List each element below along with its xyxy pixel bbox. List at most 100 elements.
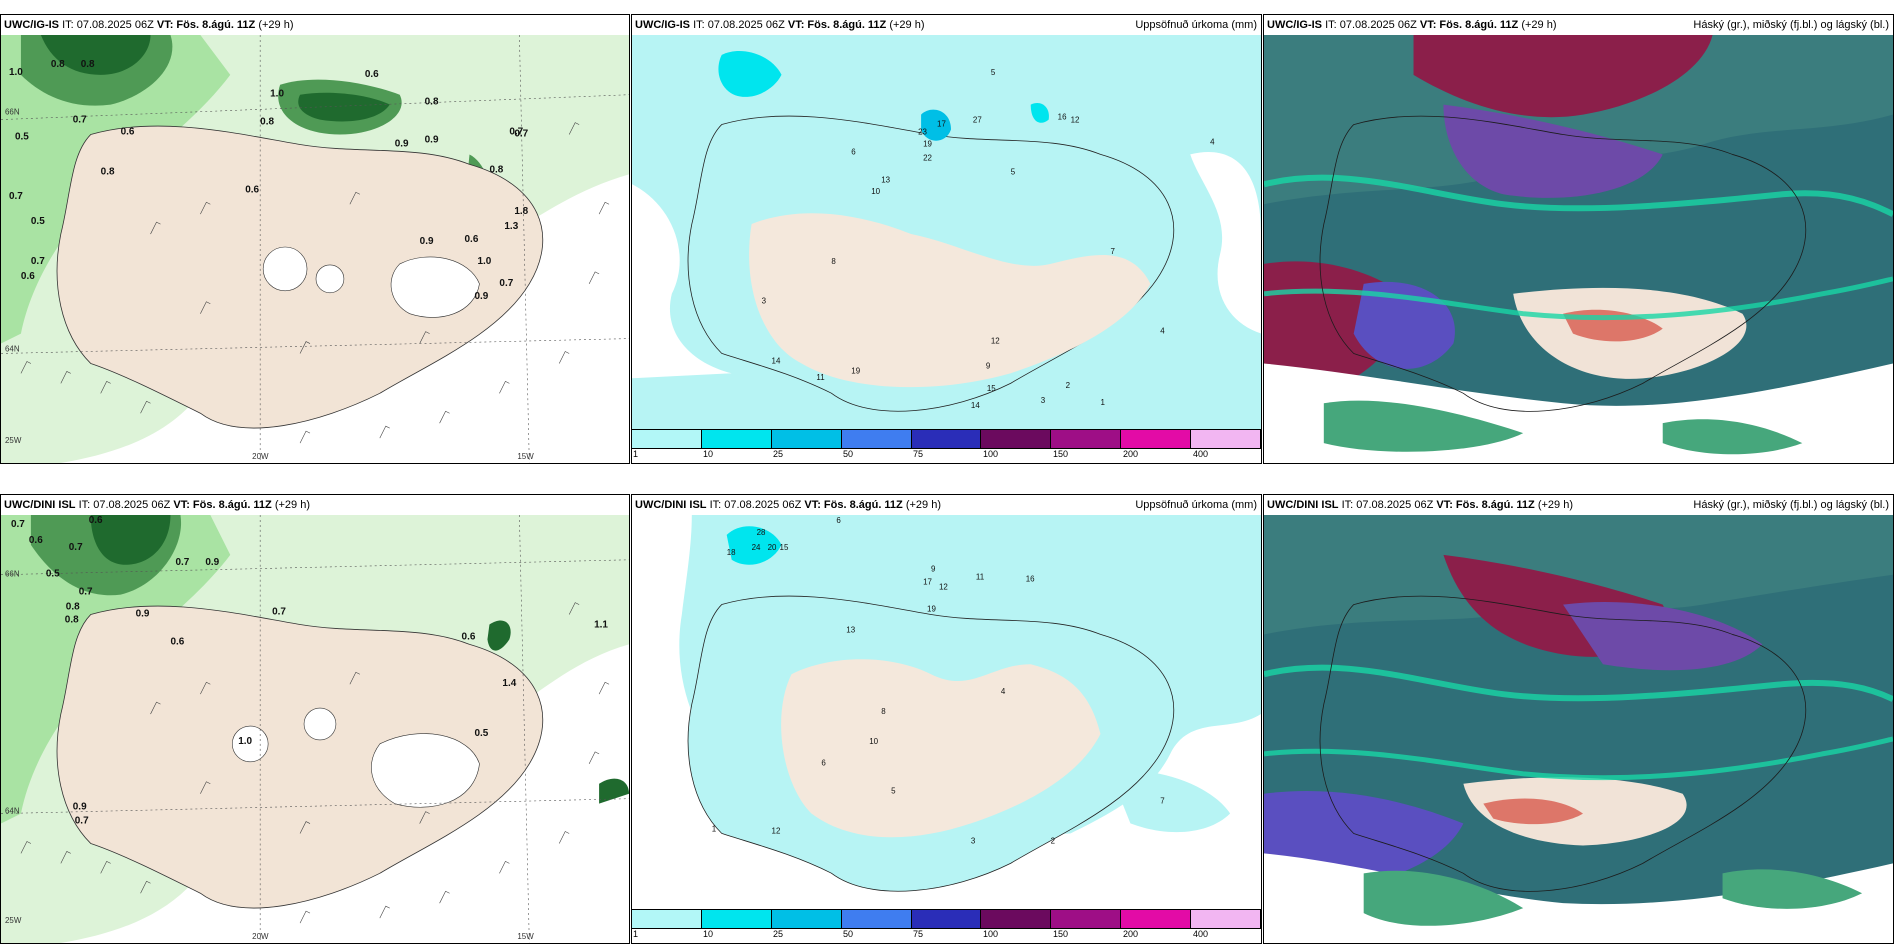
- value-label: 8: [831, 257, 836, 266]
- model-name: UWC/IG-IS: [4, 19, 59, 31]
- lon-label: 25W: [5, 916, 22, 925]
- precip-map: 5 4 16 12 23 27 17 19 22 10 13 14 11 9 1…: [632, 35, 1261, 429]
- value-label: 0.7: [175, 557, 189, 568]
- legend-swatch: [771, 910, 842, 928]
- value-label: 0.9: [136, 609, 150, 620]
- value-label: 0.8: [81, 59, 95, 70]
- legend-swatch: [981, 910, 1052, 928]
- legend-tick: 400: [1193, 449, 1209, 459]
- value-label: 0.9: [395, 138, 409, 149]
- value-label: 0.7: [514, 129, 528, 140]
- panel-header: UWC/IG-IS IT: 07.08.2025 06Z VT: Fös. 8.…: [1, 15, 629, 35]
- model-name: UWC/DINI ISL: [635, 499, 707, 511]
- value-label: 0.8: [51, 59, 65, 70]
- value-label: 17: [923, 578, 932, 587]
- legend-ticks: 1 10 25 50 75 100 150 200 400: [632, 928, 1261, 942]
- value-label: 0.7: [272, 607, 286, 618]
- value-label: 1.1: [594, 619, 608, 630]
- value-label: 0.7: [9, 191, 23, 202]
- init-time: IT: 07.08.2025 06Z: [62, 19, 154, 31]
- legend-tick: 25: [773, 929, 784, 939]
- legend-swatch: [981, 430, 1052, 448]
- value-label: 15: [987, 384, 996, 393]
- lat-label: 66N: [5, 108, 20, 117]
- wind-map: 66N 64N 25W 20W 15W 1.0 0.8 0.8 0.7 0.6 …: [1, 35, 629, 463]
- value-label: 0.7: [11, 519, 25, 530]
- value-label: 0.8: [260, 117, 274, 128]
- precip-map: 6 28 24 20 15 18 17 12 19 16 9 11 13 10 …: [632, 515, 1261, 909]
- valid-time: VT: Fös. 8.ágú. 11Z: [156, 19, 256, 31]
- value-label: 1.0: [477, 256, 491, 267]
- value-label: 6: [821, 759, 826, 768]
- value-label: 18: [727, 548, 736, 557]
- value-label: 8: [881, 707, 886, 716]
- legend-tick: 400: [1193, 929, 1209, 939]
- lead-time: (+29 h): [258, 19, 294, 31]
- panel-dini-precip: UWC/DINI ISL IT: 07.08.2025 06Z VT: Fös.…: [631, 494, 1262, 944]
- field-title: Uppsöfnuð úrkoma (mm): [1135, 19, 1257, 31]
- legend-tick: 75: [913, 929, 924, 939]
- value-label: 0.9: [73, 802, 87, 813]
- value-label: 7: [1110, 247, 1115, 256]
- value-label: 0.7: [75, 816, 89, 827]
- value-label: 0.8: [65, 615, 79, 626]
- valid-time: VT: Fös. 8.ágú. 11Z: [173, 499, 272, 511]
- legend-swatch: [911, 910, 982, 928]
- valid-time: VT: Fös. 8.ágú. 11Z: [1436, 499, 1535, 511]
- value-label: 0.8: [489, 164, 503, 175]
- value-label: 1: [712, 824, 717, 833]
- value-label: 12: [939, 583, 948, 592]
- lat-label: 64N: [5, 345, 20, 354]
- value-label: 5: [891, 787, 896, 796]
- value-label: 0.6: [121, 127, 135, 138]
- value-label: 19: [923, 139, 932, 148]
- cloud-map: [1264, 35, 1893, 463]
- value-label: 1.8: [514, 206, 528, 217]
- value-label: 0.5: [46, 569, 60, 580]
- value-label: 3: [1041, 396, 1046, 405]
- value-label: 0.6: [462, 631, 476, 642]
- value-label: 10: [871, 187, 880, 196]
- lead-time: (+29 h): [1537, 499, 1574, 511]
- value-label: 5: [991, 68, 996, 77]
- value-label: 0.9: [474, 291, 488, 302]
- legend-tick: 1: [633, 929, 639, 939]
- value-label: 19: [927, 605, 936, 614]
- init-time: IT: 07.08.2025 06Z: [78, 499, 171, 511]
- wind-map: 66N 64N 25W 20W 15W 0.7 0.6 0.6 0.7 0.5 …: [1, 515, 629, 943]
- legend-tick: 1: [633, 449, 639, 459]
- legend-ticks: 1 10 25 50 75 100 150 200 400: [632, 448, 1261, 462]
- value-label: 0.9: [420, 236, 434, 247]
- value-label: 11: [816, 373, 825, 382]
- value-label: 27: [973, 116, 982, 125]
- value-label: 0.5: [31, 216, 45, 227]
- value-label: 0.8: [101, 166, 115, 177]
- init-time: IT: 07.08.2025 06Z: [1325, 19, 1417, 31]
- valid-time: VT: Fös. 8.ágú. 11Z: [787, 19, 887, 31]
- value-label: 4: [1210, 137, 1215, 146]
- lead-time: (+29 h): [1521, 19, 1557, 31]
- legend-swatch: [1191, 430, 1261, 448]
- model-name: UWC/IG-IS: [635, 19, 690, 31]
- legend-swatch: [1121, 910, 1192, 928]
- value-label: 3: [762, 297, 767, 306]
- lead-time: (+29 h): [274, 499, 311, 511]
- lead-time: (+29 h): [905, 499, 942, 511]
- legend-swatch: [771, 430, 842, 448]
- lead-time: (+29 h): [889, 19, 925, 31]
- gust-values: 0.7 0.6 0.6 0.7 0.5 0.7 0.8 0.9 0.6 0.7 …: [11, 515, 608, 827]
- value-label: 11: [976, 573, 985, 582]
- value-label: 1.0: [238, 736, 252, 747]
- precip-legend: 1 10 25 50 75 100 150 200 400: [632, 909, 1261, 943]
- panel-header: UWC/DINI ISL IT: 07.08.2025 06Z VT: Fös.…: [1, 495, 629, 515]
- legend-tick: 200: [1123, 929, 1139, 939]
- value-label: 22: [923, 153, 932, 162]
- value-label: 1.4: [502, 678, 516, 689]
- panel-header: UWC/DINI ISL IT: 07.08.2025 06Z VT: Fös.…: [1264, 495, 1893, 515]
- value-label: 0.6: [245, 184, 259, 195]
- value-label: 2: [1051, 836, 1056, 845]
- value-label: 1.0: [270, 89, 284, 100]
- value-label: 13: [881, 175, 890, 184]
- field-title: Uppsöfnuð úrkoma (mm): [1135, 499, 1257, 511]
- legend-swatch: [841, 910, 912, 928]
